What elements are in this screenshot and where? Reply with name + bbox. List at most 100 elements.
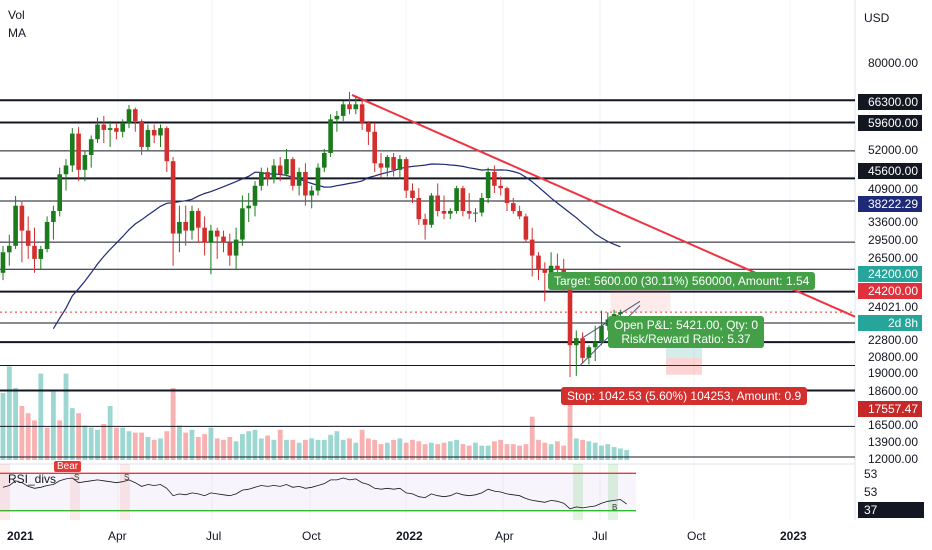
volume-bar: [303, 439, 308, 460]
candle-body: [151, 129, 157, 136]
candle-body: [454, 188, 459, 211]
candle-body: [290, 159, 296, 186]
candle-body: [177, 221, 182, 234]
candle-body: [592, 342, 598, 348]
time-label: Oct: [687, 529, 706, 543]
volume-bar: [391, 439, 396, 460]
candle-body: [492, 172, 497, 186]
time-label: Oct: [302, 529, 321, 543]
bear-badge: Bear: [54, 461, 82, 472]
price-label: 13900.00: [867, 435, 918, 449]
candle-body: [32, 245, 37, 259]
volume-bar: [164, 431, 170, 460]
volume-bar: [529, 416, 535, 460]
volume-bar: [82, 425, 88, 460]
rsi-pane: S S B: [0, 463, 855, 520]
candle-body: [473, 212, 478, 214]
time-label: 2022: [396, 529, 423, 543]
price-label: 19000.00: [867, 366, 918, 380]
candle-body: [397, 159, 403, 170]
volume-bar: [145, 436, 151, 460]
volume-bar: [454, 439, 459, 460]
candle-body: [208, 230, 214, 243]
time-label: Apr: [108, 529, 127, 543]
volume-bar: [542, 442, 548, 460]
volume-bar: [561, 445, 567, 460]
candle-body: [44, 221, 50, 250]
volume-bar: [321, 439, 327, 460]
volume-bar: [13, 388, 18, 460]
volume-bar: [605, 444, 611, 460]
candle-body: [366, 122, 371, 132]
rsi-highlight: [608, 464, 618, 520]
volume-bar: [309, 438, 315, 460]
volume-bar: [397, 438, 403, 460]
volume-bar: [240, 434, 245, 460]
volume-bar: [523, 444, 529, 460]
candle-body: [25, 230, 31, 246]
candle-body: [372, 131, 377, 164]
rsi-value-label: 53: [864, 485, 878, 499]
candle-body: [233, 239, 239, 256]
volume-bar: [38, 373, 44, 460]
candle-body: [555, 265, 560, 270]
grid-lines: [117, 0, 856, 520]
candle-body: [504, 188, 510, 204]
pnl-tag[interactable]: Open P&L: 5421.00, Qty: 0 Risk/Reward Ra…: [608, 316, 765, 348]
candle-body: [139, 121, 144, 147]
rsi-value-label: 37: [858, 502, 924, 518]
candle-body: [265, 172, 270, 179]
candle-body: [202, 227, 207, 243]
candle-body: [214, 230, 220, 237]
volume-bar: [447, 441, 453, 460]
candles: [0, 91, 623, 378]
volume-bar: [170, 388, 176, 460]
volume-bar: [353, 442, 359, 460]
candle-body: [605, 319, 611, 326]
volume-bar: [517, 445, 522, 460]
volume-bar: [158, 438, 163, 460]
candle-body: [51, 210, 56, 222]
volume-bar: [208, 427, 214, 460]
volume-bar: [290, 439, 296, 460]
target-tag[interactable]: Target: 5600.00 (30.11%) 560000, Amount:…: [548, 272, 816, 290]
volume-bar: [366, 438, 371, 460]
volume-bar: [410, 439, 415, 460]
price-label: 16500.00: [867, 418, 918, 432]
volume-bar: [422, 444, 428, 460]
rsi-highlight: [120, 464, 130, 520]
candle-body: [574, 338, 579, 346]
candle-body: [485, 172, 491, 199]
price-label: 66300.00: [858, 94, 922, 110]
volume-bar: [227, 436, 233, 460]
candle-body: [466, 210, 472, 214]
volume-bar: [151, 439, 157, 460]
volume-bar: [340, 439, 346, 460]
candle-body: [158, 128, 163, 136]
volume-bar: [277, 429, 283, 460]
volume-bar: [466, 445, 472, 460]
volume-bar: [6, 366, 12, 460]
volume-bar: [328, 434, 333, 460]
volume-bar: [246, 431, 252, 460]
rsi-div-marker: S: [124, 473, 129, 482]
rsi-line: [2, 477, 627, 510]
candle-body: [240, 208, 245, 240]
legend-vol: Vol: [8, 8, 25, 22]
price-label: 26500.00: [867, 251, 918, 265]
volume-bar: [139, 432, 144, 460]
rsi-div-marker: B: [612, 503, 617, 512]
candle-body: [114, 128, 119, 132]
volume-bar: [107, 406, 113, 460]
price-label: 2d 8h: [858, 315, 922, 331]
candle-body: [95, 124, 100, 140]
stop-tag[interactable]: Stop: 1042.53 (5.60%) 104253, Amount: 0.…: [561, 387, 808, 405]
candle-body: [580, 338, 585, 358]
candle-body: [88, 139, 94, 155]
candle-body: [529, 239, 535, 256]
volume-bar: [492, 441, 497, 460]
candle-body: [183, 221, 188, 231]
candle-body: [618, 312, 623, 315]
volume-bar: [485, 445, 491, 460]
stop-zone: [666, 357, 702, 375]
